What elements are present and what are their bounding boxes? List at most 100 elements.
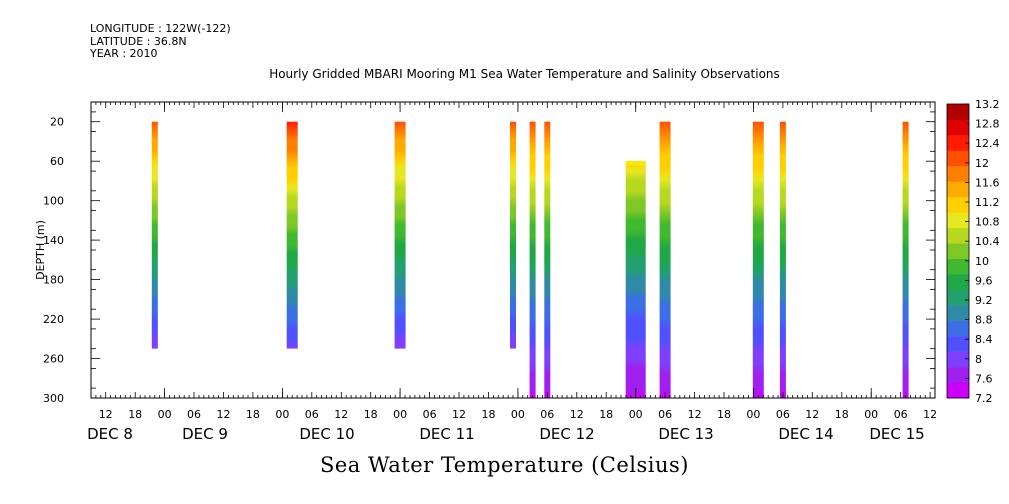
temperature-profile-bar	[529, 121, 536, 398]
x-hour-tick-label: 12	[452, 408, 466, 421]
colorbar-label: 7.6	[975, 372, 993, 385]
temperature-profile-bar	[659, 121, 671, 398]
year-label: YEAR : 2010	[90, 47, 158, 60]
colorbar-swatch	[947, 336, 969, 352]
x-hour-tick-label: 12	[923, 408, 937, 421]
temperature-profile-bar	[779, 121, 786, 398]
x-hour-tick-label: 18	[599, 408, 613, 421]
temperature-profile-bar	[625, 161, 646, 398]
x-hour-tick-label: 12	[570, 408, 584, 421]
y-tick-label: 60	[50, 155, 64, 168]
temperature-profile-bar	[286, 121, 298, 349]
profile-top-cap	[625, 161, 646, 166]
y-tick-label: 140	[43, 234, 64, 247]
colorbar-label: 8.8	[975, 314, 993, 327]
longitude-label: LONGITUDE : 122W(-122)	[90, 22, 231, 35]
colorbar-label: 10.8	[975, 216, 1000, 229]
colorbar-label: 10	[975, 255, 989, 268]
x-hour-tick-label: 06	[658, 408, 672, 421]
x-day-label: DEC 12	[539, 425, 594, 443]
x-hour-tick-label: 18	[246, 408, 260, 421]
x-day-label: DEC 15	[869, 425, 924, 443]
colorbar-swatch	[947, 289, 969, 306]
colorbar-swatch	[947, 134, 969, 151]
x-hour-tick-label: 12	[805, 408, 819, 421]
x-hour-tick-label: 00	[864, 408, 878, 421]
colorbar-label: 9.2	[975, 294, 993, 307]
colorbar-label: 8	[975, 353, 982, 366]
colorbar-label: 13.2	[975, 98, 1000, 111]
colorbar-label: 7.2	[975, 392, 993, 405]
y-tick-label: 260	[43, 353, 64, 366]
colorbar-label: 9.6	[975, 274, 993, 287]
colorbar-frame	[946, 103, 970, 399]
x-hour-tick-label: 12	[334, 408, 348, 421]
x-hour-tick-label: 18	[128, 408, 142, 421]
x-day-label: DEC 14	[778, 425, 833, 443]
x-hour-tick-label: 00	[275, 408, 289, 421]
temperature-profile-bar	[902, 121, 909, 398]
x-day-label: DEC 13	[658, 425, 713, 443]
colorbar-swatch	[947, 196, 969, 213]
colorbar-label: 12.4	[975, 137, 1000, 150]
x-hour-tick-label: 06	[776, 408, 790, 421]
x-day-label: DEC 9	[182, 425, 228, 443]
x-hour-tick-label: 00	[746, 408, 760, 421]
x-day-label: DEC 10	[299, 425, 354, 443]
x-day-label: DEC 11	[419, 425, 474, 443]
x-axis-label: Sea Water Temperature (Celsius)	[319, 453, 689, 477]
y-axis-label: DEPTH (m)	[34, 220, 47, 280]
x-hour-tick-label: 00	[629, 408, 643, 421]
x-hour-tick-label: 00	[158, 408, 172, 421]
y-tick-label: 20	[50, 116, 64, 129]
x-hour-tick-label: 06	[894, 408, 908, 421]
colorbar-swatch	[947, 212, 969, 229]
metadata-block: LONGITUDE : 122W(-122) LATITUDE : 36.8N …	[90, 22, 231, 61]
colorbar-swatch	[947, 181, 969, 198]
temperature-profile-bar	[394, 121, 406, 349]
x-hour-tick-label: 12	[99, 408, 113, 421]
y-tick-label: 100	[43, 195, 64, 208]
chart-title: Hourly Gridded MBARI Mooring M1 Sea Wate…	[269, 67, 780, 81]
colorbar-swatch	[947, 367, 969, 383]
y-tick-label: 300	[43, 392, 64, 405]
colorbar-label: 10.4	[975, 235, 1000, 248]
colorbar-swatch	[947, 320, 969, 337]
x-hour-tick-label: 18	[482, 408, 496, 421]
colorbar-swatch	[947, 165, 969, 182]
x-hour-tick-label: 00	[511, 408, 525, 421]
colorbar-swatch	[947, 150, 969, 167]
x-hour-tick-label: 12	[688, 408, 702, 421]
colorbar-swatch	[947, 305, 969, 321]
colorbar-swatch	[947, 243, 969, 260]
colorbar-label: 11.2	[975, 196, 1000, 209]
colorbar-label: 8.4	[975, 333, 993, 346]
latitude-label: LATITUDE : 36.8N	[90, 34, 187, 48]
x-hour-tick-label: 18	[717, 408, 731, 421]
x-hour-tick-label: 06	[540, 408, 554, 421]
x-day-label: DEC 8	[87, 425, 133, 443]
colorbar-label: 12.8	[975, 118, 1000, 131]
colorbar-label: 11.6	[975, 176, 1000, 189]
x-hour-tick-label: 06	[187, 408, 201, 421]
x-hour-tick-label: 06	[305, 408, 319, 421]
x-hour-tick-label: 12	[217, 408, 231, 421]
colorbar-swatch	[947, 227, 969, 244]
x-hour-tick-label: 18	[364, 408, 378, 421]
y-tick-label: 220	[43, 313, 64, 326]
x-hour-tick-label: 06	[423, 408, 437, 421]
temperature-profile-bar	[151, 121, 158, 349]
colorbar-label: 12	[975, 157, 989, 170]
colorbar-swatch	[947, 382, 969, 399]
colorbar-swatch	[947, 351, 969, 368]
y-tick-label: 180	[43, 274, 64, 287]
colorbar-swatch	[947, 119, 969, 136]
temperature-profile-bar	[510, 121, 516, 349]
temperature-profile-bar	[752, 121, 764, 398]
colorbar-swatch	[947, 258, 969, 275]
temperature-profile-bar	[544, 121, 551, 398]
x-hour-tick-label: 00	[393, 408, 407, 421]
x-hour-tick-label: 18	[835, 408, 849, 421]
colorbar-swatch	[947, 274, 969, 290]
